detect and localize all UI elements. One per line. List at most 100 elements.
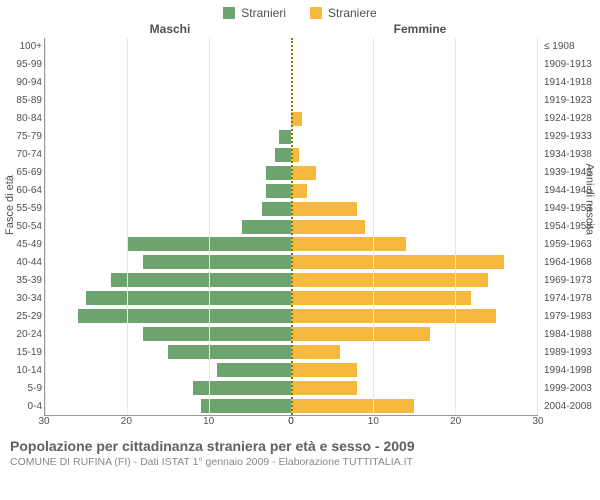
bar-male [242,220,291,234]
plot [44,38,538,416]
birth-year-label: 2004-2008 [542,398,600,416]
gridline [373,38,374,415]
age-label: 50-54 [0,218,44,236]
swatch-male [223,7,235,19]
birth-year-label: 1934-1938 [542,146,600,164]
x-axis: 30201000102030 [44,416,538,432]
bar-female [291,399,414,413]
left-axis-labels: 100+95-9990-9485-8980-8475-7970-7465-696… [0,38,44,416]
column-headers: Maschi Femmine [0,22,600,36]
birth-year-label: 1939-1943 [542,164,600,182]
age-label: 75-79 [0,128,44,146]
legend-item-female: Straniere [310,6,377,20]
age-label: 10-14 [0,362,44,380]
bar-female [291,345,340,359]
bar-female [291,255,504,269]
legend-label-male: Stranieri [241,6,286,20]
gridline [45,38,46,415]
bar-female [291,220,365,234]
x-tick: 20 [450,416,461,427]
birth-year-label: 1974-1978 [542,290,600,308]
age-label: 85-89 [0,92,44,110]
gridline [127,38,128,415]
birth-year-label: 1994-1998 [542,362,600,380]
birth-year-label: 1954-1958 [542,218,600,236]
bar-male [275,148,291,162]
birth-year-label: 1909-1913 [542,56,600,74]
age-label: 80-84 [0,110,44,128]
gridline [537,38,538,415]
birth-year-label: 1984-1988 [542,326,600,344]
bar-female [291,291,471,305]
age-label: 35-39 [0,272,44,290]
bar-male [78,309,291,323]
bar-female [291,184,307,198]
age-label: 25-29 [0,308,44,326]
gridline [209,38,210,415]
birth-year-label: 1989-1993 [542,344,600,362]
birth-year-label: 1959-1963 [542,236,600,254]
bar-female [291,273,488,287]
bar-male [279,130,291,144]
age-label: 30-34 [0,290,44,308]
bar-male [266,184,291,198]
x-tick: 0 [288,416,294,427]
x-tick: 10 [368,416,379,427]
bar-male [193,381,291,395]
age-label: 45-49 [0,236,44,254]
bar-female [291,237,406,251]
birth-year-label: 1979-1983 [542,308,600,326]
legend-item-male: Stranieri [223,6,286,20]
age-label: 15-19 [0,344,44,362]
bar-male [143,255,291,269]
birth-year-label: ≤ 1908 [542,38,600,56]
right-axis-labels: ≤ 19081909-19131914-19181919-19231924-19… [538,38,600,416]
age-label: 65-69 [0,164,44,182]
birth-year-label: 1929-1933 [542,128,600,146]
age-label: 95-99 [0,56,44,74]
gridline [455,38,456,415]
age-label: 70-74 [0,146,44,164]
birth-year-label: 1919-1923 [542,92,600,110]
bar-male [86,291,291,305]
birth-year-label: 1969-1973 [542,272,600,290]
bar-female [291,381,357,395]
x-tick: 10 [203,416,214,427]
age-label: 40-44 [0,254,44,272]
x-tick: 30 [532,416,543,427]
swatch-female [310,7,322,19]
age-label: 100+ [0,38,44,56]
chart-title: Popolazione per cittadinanza straniera p… [10,438,590,454]
birth-year-label: 1914-1918 [542,74,600,92]
x-tick: 30 [38,416,49,427]
legend-label-female: Straniere [328,6,377,20]
footer: Popolazione per cittadinanza straniera p… [10,438,590,468]
chart-area: 100+95-9990-9485-8980-8475-7970-7465-696… [0,38,600,416]
birth-year-label: 1949-1953 [542,200,600,218]
age-label: 5-9 [0,380,44,398]
bar-female [291,363,357,377]
bar-male [262,202,291,216]
age-label: 90-94 [0,74,44,92]
birth-year-label: 1964-1968 [542,254,600,272]
birth-year-label: 1924-1928 [542,110,600,128]
legend: Stranieri Straniere [0,0,600,20]
x-tick: 20 [121,416,132,427]
bar-female [291,202,357,216]
bar-female [291,327,430,341]
age-label: 60-64 [0,182,44,200]
bar-male [168,345,291,359]
column-header-female: Femmine [300,22,600,36]
bar-male [266,166,291,180]
age-label: 55-59 [0,200,44,218]
chart-subtitle: COMUNE DI RUFINA (FI) - Dati ISTAT 1° ge… [10,456,590,468]
bar-male [217,363,291,377]
centerline [291,38,293,415]
age-label: 0-4 [0,398,44,416]
age-label: 20-24 [0,326,44,344]
column-header-male: Maschi [0,22,300,36]
bar-male [201,399,291,413]
bar-male [143,327,291,341]
bar-female [291,166,316,180]
birth-year-label: 1999-2003 [542,380,600,398]
